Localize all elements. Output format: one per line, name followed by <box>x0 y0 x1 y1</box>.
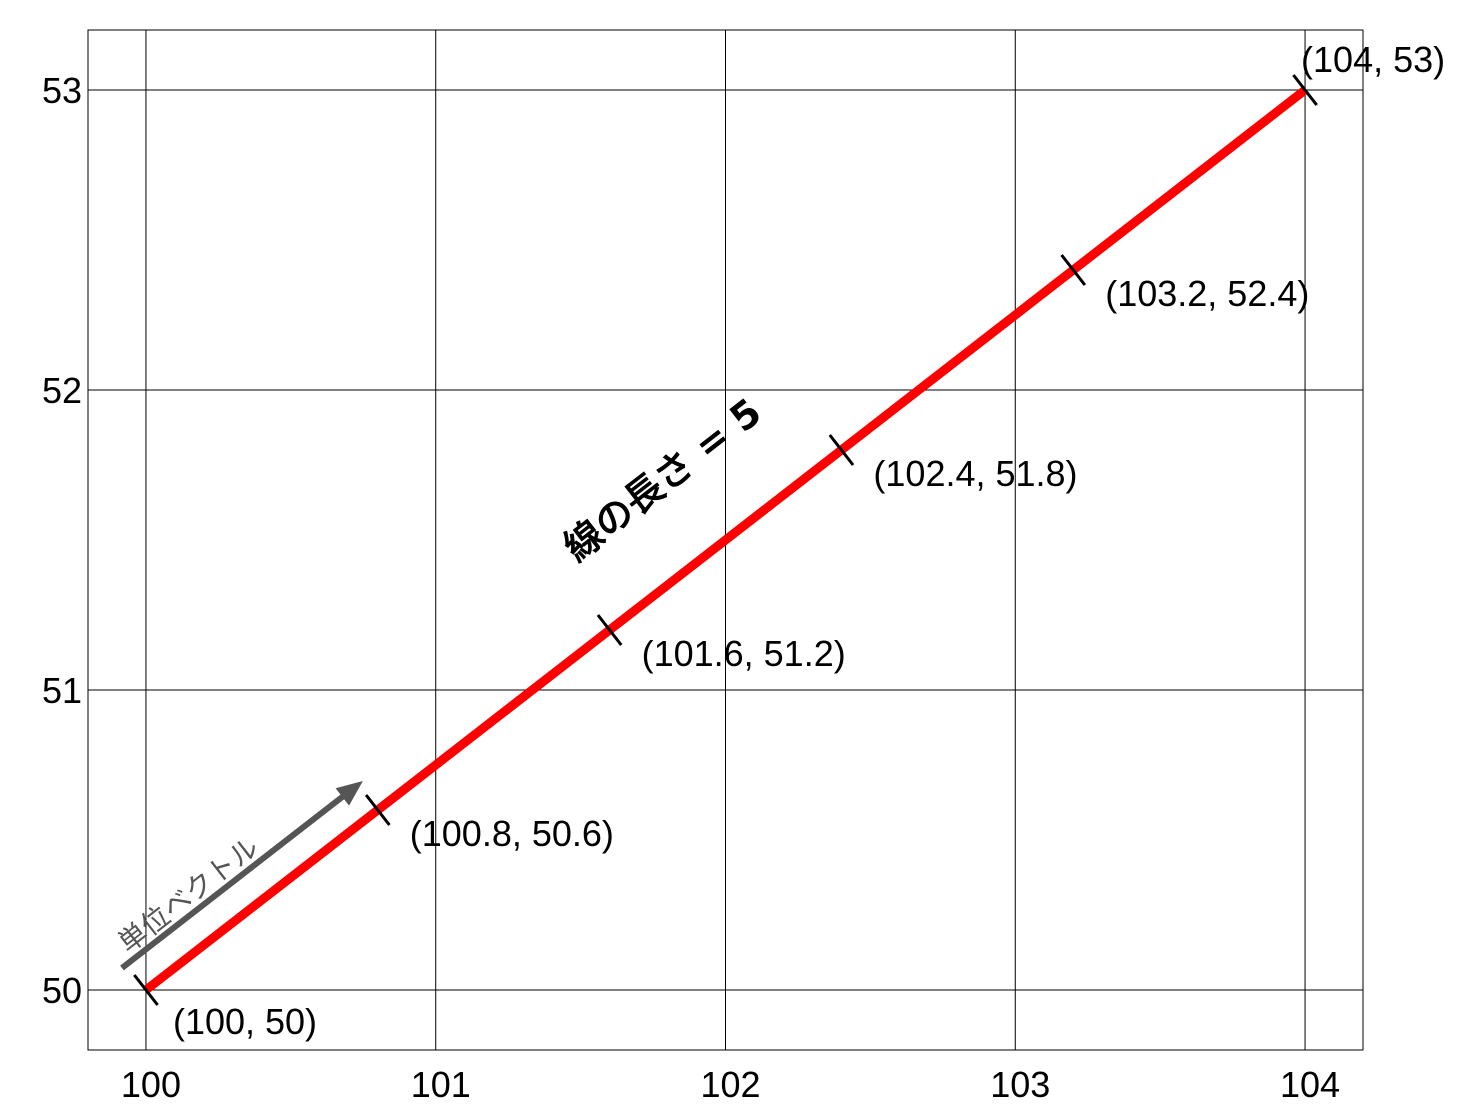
point-layer: (100, 50) (100.8, 50.6) (101.6, 51.2) (102.… <box>133 39 1445 1042</box>
point-label: (103.2, 52.4) <box>1105 273 1309 314</box>
unit-vector-arrowhead <box>335 780 363 806</box>
point-tick <box>133 974 159 1006</box>
y-tick-label: 52 <box>42 370 82 411</box>
x-tick-label: 101 <box>411 1064 471 1105</box>
point-label: (101.6, 51.2) <box>642 633 846 674</box>
y-tick-label: 50 <box>42 970 82 1011</box>
point-label: (102.4, 51.8) <box>873 453 1077 494</box>
point-tick <box>1292 74 1318 106</box>
grid-layer <box>88 30 1363 1050</box>
series-layer <box>143 86 1308 994</box>
x-tick-label: 104 <box>1280 1064 1340 1105</box>
point-label: (104, 53) <box>1301 39 1445 80</box>
x-tick-label: 103 <box>990 1064 1050 1105</box>
y-tick-label: 51 <box>42 670 82 711</box>
x-tick-label: 102 <box>700 1064 760 1105</box>
y-tick-labels: 50 51 52 53 <box>42 70 82 1011</box>
x-tick-label: 100 <box>121 1064 181 1105</box>
x-tick-labels: 100 101 102 103 104 <box>121 1064 1340 1105</box>
point-tick <box>596 614 623 646</box>
y-tick-label: 53 <box>42 70 82 111</box>
point-label: (100, 50) <box>173 1001 317 1042</box>
unit-vector-shaft <box>120 789 351 971</box>
point-label: (100.8, 50.6) <box>410 813 614 854</box>
series-line <box>143 86 1308 994</box>
point-tick <box>364 794 391 826</box>
point-tick <box>828 434 855 466</box>
point-tick <box>1060 254 1087 286</box>
